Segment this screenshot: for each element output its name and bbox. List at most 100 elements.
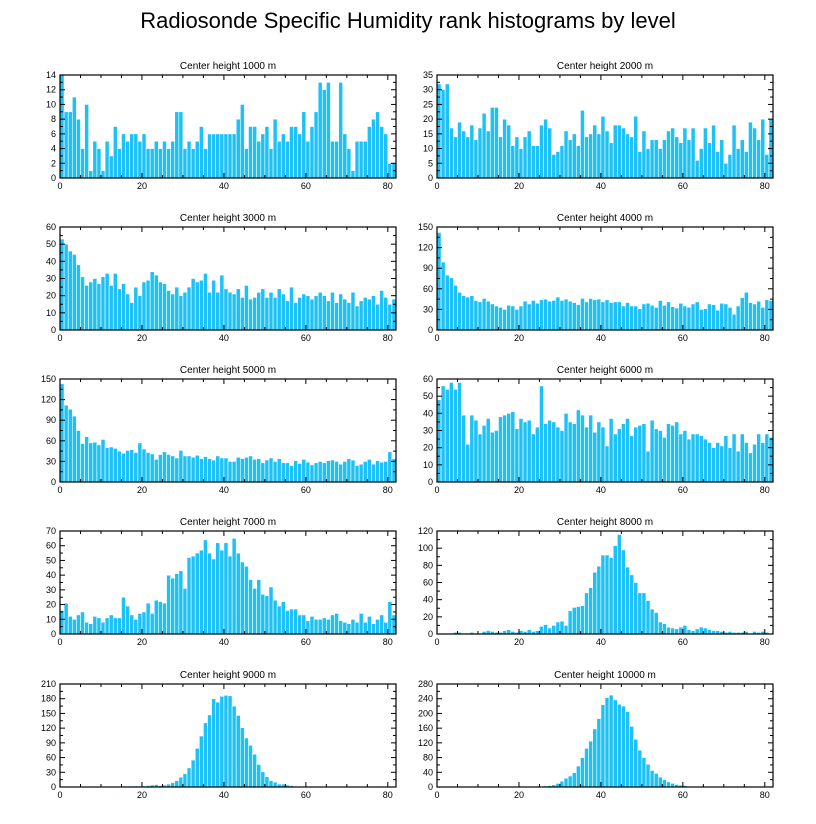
histogram-bar: [440, 385, 446, 483]
histogram-bar: [391, 298, 397, 331]
histogram-bar: [547, 419, 553, 483]
x-tick-label: 20: [514, 485, 524, 495]
histogram-bar: [481, 298, 487, 331]
histogram-bar: [576, 145, 581, 179]
histogram-bar: [67, 616, 73, 635]
histogram-panel: Center height 3000 m 0 20 40 60 80 0 10 20 30 40 50…: [46, 213, 397, 343]
histogram-bar: [276, 605, 282, 635]
histogram-bar: [80, 148, 85, 179]
histogram-bar: [633, 305, 639, 331]
histogram-bar: [104, 617, 110, 635]
histogram-bar: [260, 593, 266, 635]
histogram-bar: [600, 554, 606, 635]
histogram-bar: [666, 626, 671, 635]
y-tick-label: 60: [46, 436, 56, 446]
y-tick-label: 20: [46, 600, 56, 610]
histogram-bar: [735, 305, 741, 331]
histogram-bar: [682, 625, 688, 635]
histogram-bar: [305, 140, 311, 179]
histogram-panel: Center height 8000 m 0 20 40 60 80 0 20 40 60 80 10…: [418, 517, 774, 647]
histogram-bar: [657, 621, 663, 635]
x-tick-label: 0: [57, 181, 62, 191]
histogram-bar: [297, 463, 303, 483]
histogram-bar: [280, 293, 286, 331]
histogram-bar: [768, 437, 774, 483]
y-tick-label: 0: [428, 173, 433, 183]
x-tick-label: 40: [219, 790, 229, 800]
y-tick-label: 30: [423, 304, 433, 314]
histogram-bar: [580, 298, 585, 331]
histogram-bar: [137, 442, 143, 483]
histogram-bar: [326, 618, 331, 635]
histogram-bar: [137, 295, 143, 331]
histogram-bar: [375, 303, 380, 331]
histogram-bar: [334, 140, 339, 179]
histogram-bar: [543, 118, 548, 179]
histogram-bar: [371, 295, 376, 331]
histogram-bar: [264, 126, 270, 179]
y-tick-label: 60: [423, 578, 433, 588]
histogram-bar: [207, 291, 212, 331]
y-tick-label: 50: [46, 555, 56, 565]
histogram-bar: [666, 423, 671, 483]
panel-title: Center height 9000 m: [180, 670, 276, 681]
histogram-bar: [158, 148, 163, 179]
histogram-bar: [461, 295, 466, 331]
histogram-bar: [63, 602, 69, 635]
histogram-bar: [289, 608, 294, 635]
histogram-bar: [125, 293, 130, 331]
histogram-bar: [637, 592, 643, 635]
histogram-bar: [731, 124, 737, 179]
histogram-bar: [526, 130, 532, 179]
histogram-bar: [334, 613, 339, 635]
histogram-bar: [625, 302, 630, 331]
x-tick-label: 40: [219, 333, 229, 343]
histogram-bar: [256, 764, 262, 788]
x-tick-label: 40: [596, 637, 606, 647]
y-tick-label: 0: [428, 477, 433, 487]
histogram-bar: [100, 439, 106, 483]
histogram-bar: [498, 136, 503, 179]
histogram-bar: [375, 618, 380, 635]
histogram-bar: [178, 111, 184, 179]
histogram-bar: [141, 281, 147, 331]
y-tick-label: 60: [46, 753, 56, 763]
histogram-bar: [457, 382, 462, 483]
histogram-bar: [744, 151, 749, 179]
y-tick-label: 90: [423, 263, 433, 273]
histogram-bar: [555, 151, 561, 179]
histogram-bar: [84, 621, 89, 635]
histogram-bar: [727, 307, 733, 331]
histogram-bar: [518, 418, 524, 483]
histogram-bar: [309, 616, 315, 635]
histogram-bar: [744, 442, 749, 483]
histogram-bar: [711, 447, 716, 483]
y-tick-label: 30: [423, 426, 433, 436]
histogram-bar: [727, 447, 733, 483]
histogram-bar: [141, 133, 147, 179]
histogram-bar: [612, 433, 618, 483]
histogram-bar: [231, 705, 237, 788]
histogram-bar: [186, 286, 192, 331]
histogram-bar: [285, 300, 290, 331]
histogram-bar: [621, 127, 626, 179]
histogram-bar: [588, 587, 594, 635]
histogram-bar: [117, 450, 122, 483]
histogram-bar: [121, 133, 126, 179]
histogram-bar: [707, 142, 712, 179]
histogram-bar: [227, 133, 233, 179]
y-tick-label: 6: [51, 129, 56, 139]
histogram-bar: [326, 82, 331, 179]
histogram-bar: [641, 303, 647, 331]
histogram-bar: [653, 612, 659, 635]
histogram-bar: [666, 130, 671, 179]
histogram-bar: [678, 433, 684, 483]
histogram-bar: [162, 602, 167, 635]
histogram-bar: [547, 627, 553, 635]
histogram-bar: [485, 418, 491, 483]
histogram-bar: [641, 757, 647, 788]
histogram-bar: [444, 83, 450, 179]
histogram-bar: [723, 303, 729, 331]
histogram-bar: [178, 295, 184, 331]
histogram-bar: [268, 586, 274, 635]
